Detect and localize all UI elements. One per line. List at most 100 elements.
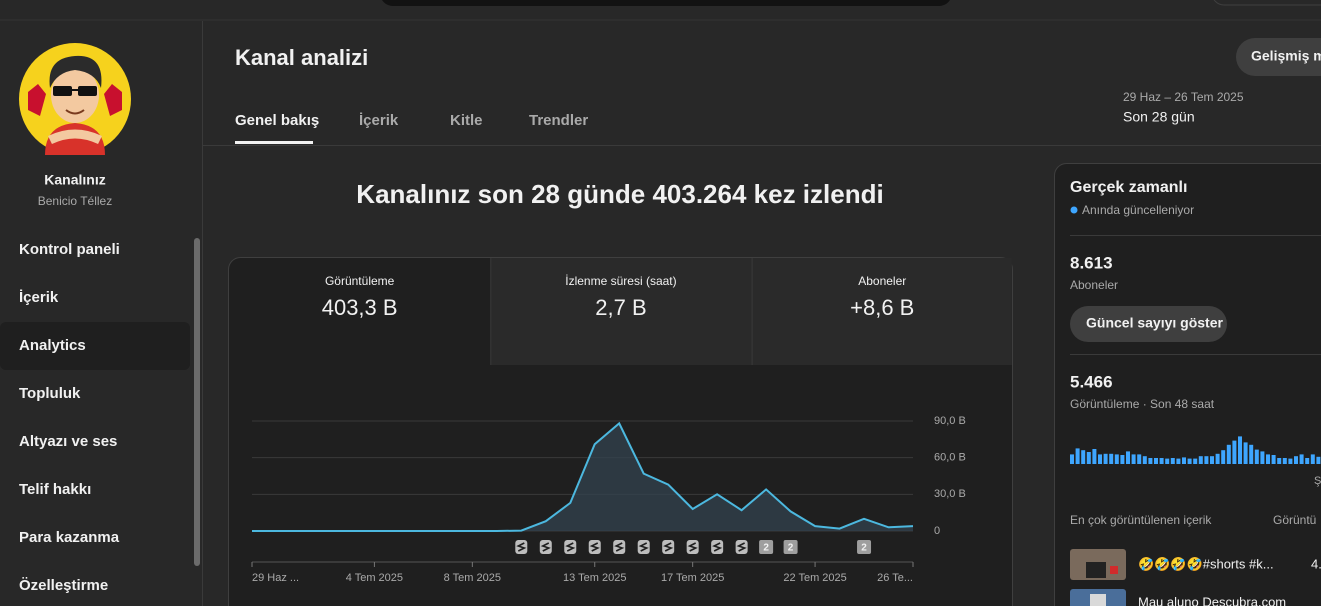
bar <box>1204 456 1209 464</box>
nav-item[interactable]: İçerik <box>19 289 59 306</box>
nav-item[interactable]: Para kazanma <box>19 529 120 546</box>
nav-item[interactable]: Altyazı ve ses <box>19 433 117 450</box>
shorts-glyph <box>540 542 551 552</box>
subscriber-label: Aboneler <box>1070 278 1118 292</box>
bar <box>1086 452 1091 464</box>
badge[interactable] <box>783 540 798 554</box>
realtime-status: Anında güncelleniyor <box>1082 203 1194 217</box>
tab[interactable]: Genel bakış <box>235 112 319 129</box>
metric-label: İzlenme süresi (saat) <box>565 274 676 288</box>
bar <box>1109 453 1114 464</box>
x-tick-label: 26 Te... <box>877 572 913 584</box>
view-count: 5.466 <box>1070 372 1113 391</box>
shorts-glyph <box>589 542 600 552</box>
shorts-glyph <box>687 542 698 552</box>
top-button[interactable] <box>1212 0 1321 6</box>
line-area <box>252 423 913 531</box>
live-count-button[interactable] <box>1070 306 1227 342</box>
bar <box>1288 458 1293 464</box>
bar <box>1243 442 1248 464</box>
bar <box>1215 453 1220 464</box>
bar <box>1120 455 1125 464</box>
bar <box>1193 458 1198 464</box>
subscriber-count: 8.613 <box>1070 253 1113 272</box>
x-tick-label: 8 Tem 2025 <box>444 572 501 584</box>
shorts-glyph <box>614 542 625 552</box>
y-tick-label: 30,0 B <box>934 488 966 500</box>
bar <box>1159 458 1164 464</box>
top-item-title[interactable]: Mau aluno Descubra.com <box>1138 594 1286 606</box>
nav-active-bg <box>0 322 190 370</box>
bar <box>1226 444 1231 464</box>
tabs: Genel bakış İçerik Kitle Trendler <box>235 112 588 129</box>
view-label: Görüntüleme · Son 48 saat <box>1070 397 1215 411</box>
period[interactable]: Son 28 gün <box>1123 109 1195 125</box>
x-tick-label: 29 Haz ... <box>252 572 299 584</box>
metric-label: Aboneler <box>858 274 906 288</box>
bar <box>1103 453 1108 464</box>
bar-end-label: Ş <box>1314 475 1321 487</box>
x-tick-label: 22 Tem 2025 <box>783 572 846 584</box>
metric-tile[interactable] <box>751 258 1012 365</box>
nav-item[interactable]: Topluluk <box>19 385 81 402</box>
badge-label: 2 <box>788 543 794 554</box>
nav-item[interactable]: Kontrol paneli <box>19 241 120 258</box>
bar <box>1221 450 1226 464</box>
top-item-title[interactable]: 🤣🤣🤣🤣#shorts #k... <box>1137 556 1274 572</box>
bar <box>1305 458 1310 464</box>
bar <box>1154 458 1158 464</box>
x-tick-label: 13 Tem 2025 <box>563 572 626 584</box>
tab-underline <box>235 141 313 144</box>
shorts-glyph <box>516 542 527 552</box>
bar <box>1176 458 1181 464</box>
metric-value: +8,6 B <box>850 295 914 320</box>
bar <box>1126 451 1130 464</box>
top-item-views: 4. <box>1311 556 1321 571</box>
shorts-glyph <box>638 542 649 552</box>
metric-tile[interactable] <box>490 258 752 365</box>
thumbnail-detail <box>1086 562 1106 578</box>
channel-handle: Benicio Téllez <box>38 194 112 208</box>
advanced-button[interactable] <box>1236 38 1321 76</box>
bar <box>1198 456 1203 464</box>
tab[interactable]: Trendler <box>529 112 588 129</box>
badge[interactable] <box>759 540 774 554</box>
scrollbar[interactable] <box>194 238 200 566</box>
bar <box>1081 450 1086 464</box>
line <box>252 421 914 532</box>
realtime-bars <box>1070 436 1321 464</box>
tab[interactable]: İçerik <box>359 112 399 129</box>
bar <box>1249 444 1254 464</box>
bar <box>1232 440 1237 464</box>
nav-item[interactable]: Özelleştirme <box>19 577 108 594</box>
thumbnail-detail <box>1090 594 1106 606</box>
search-bar[interactable] <box>380 0 952 6</box>
y-tick-label: 0 <box>934 525 940 537</box>
nav-item[interactable]: Telif hakkı <box>19 481 91 498</box>
bar <box>1148 458 1153 464</box>
y-tick-label: 60,0 B <box>934 452 966 464</box>
nav-item[interactable]: Analytics <box>19 337 86 354</box>
bar <box>1210 456 1214 464</box>
badge[interactable] <box>857 540 872 554</box>
channel-name: Kanalınız <box>44 172 105 188</box>
live-count-button-label[interactable]: Güncel sayıyı göster <box>1086 315 1223 331</box>
top-content-title: En çok görüntülenen içerik <box>1070 513 1212 527</box>
bar <box>1182 457 1186 464</box>
bar <box>1294 456 1298 464</box>
bar <box>1254 449 1259 464</box>
badge-label: 2 <box>763 543 769 554</box>
bar <box>1114 454 1119 464</box>
advanced-button-label[interactable]: Gelişmiş m <box>1251 48 1321 64</box>
bar <box>1282 458 1287 464</box>
bar <box>1165 458 1170 464</box>
page-title: Kanal analizi <box>235 45 368 70</box>
realtime-card <box>1054 163 1321 606</box>
realtime-title: Gerçek zamanlı <box>1070 179 1187 196</box>
bar <box>1266 454 1270 464</box>
x-tick-label: 4 Tem 2025 <box>346 572 403 584</box>
bar <box>1142 456 1147 464</box>
bar <box>1098 454 1102 464</box>
tab[interactable]: Kitle <box>450 112 483 129</box>
